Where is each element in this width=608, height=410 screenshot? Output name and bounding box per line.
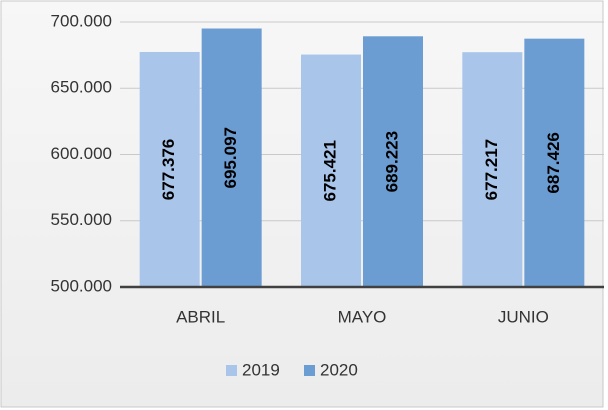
- value-label: 675.421: [320, 140, 339, 201]
- bar: [524, 38, 585, 287]
- x-tick-label: MAYO: [338, 307, 387, 326]
- y-tick-label: 700.000: [51, 11, 112, 30]
- y-tick-label: 550.000: [51, 210, 112, 229]
- bar: [301, 54, 361, 288]
- bar: [363, 36, 423, 287]
- value-label: 677.376: [159, 139, 178, 200]
- bar: [139, 51, 200, 287]
- x-tick-label: ABRIL: [176, 307, 225, 326]
- value-label: 695.097: [221, 127, 240, 188]
- value-label: 677.217: [482, 139, 501, 200]
- legend-label: 2019: [242, 360, 280, 379]
- legend-label: 2020: [320, 360, 358, 379]
- y-tick-label: 500.000: [51, 276, 112, 295]
- x-tick-label: JUNIO: [498, 307, 549, 326]
- value-label: 687.426: [544, 132, 563, 193]
- bar: [201, 28, 262, 288]
- value-label: 689.223: [382, 131, 401, 192]
- legend-swatch: [226, 365, 237, 376]
- legend-swatch: [304, 365, 315, 376]
- y-tick-label: 650.000: [51, 78, 112, 97]
- bar: [462, 52, 523, 288]
- y-tick-label: 600.000: [51, 144, 112, 163]
